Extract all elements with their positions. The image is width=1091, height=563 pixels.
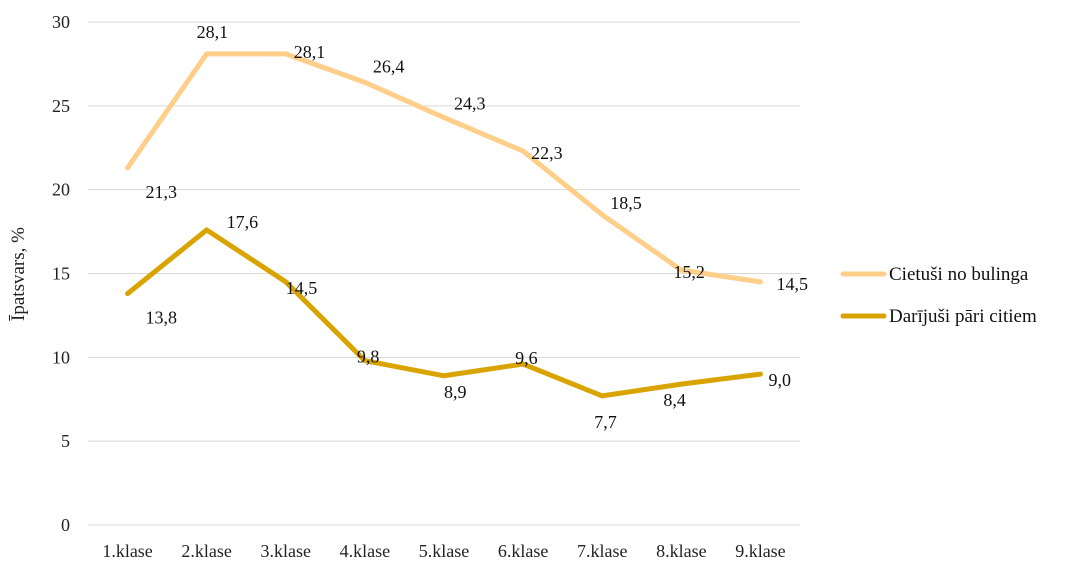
legend-label: Cietuši no bulinga	[889, 264, 1029, 285]
x-tick-label: 1.klase	[102, 541, 152, 561]
data-label: 15,2	[673, 262, 705, 282]
y-tick-label: 10	[52, 347, 70, 367]
data-label: 8,9	[444, 382, 467, 402]
data-label: 7,7	[594, 412, 617, 432]
data-label: 26,4	[373, 56, 405, 76]
data-labels: 21,3 28,1 28,1 26,4 24,3 22,3 18,5 15,2 14,5 13,8…	[146, 22, 808, 432]
data-label: 8,4	[663, 390, 686, 410]
x-tick-label: 7.klase	[577, 541, 627, 561]
data-label: 18,5	[610, 193, 642, 213]
legend-label: Darījuši pāri citiem	[889, 306, 1037, 327]
series-line-1	[125, 51, 763, 285]
y-tick-label: 30	[52, 12, 70, 32]
y-tick-label: 15	[52, 264, 70, 284]
data-label: 28,1	[197, 22, 229, 42]
gridlines	[88, 21, 800, 526]
data-label: 9,0	[768, 370, 791, 390]
x-tick-label: 3.klase	[261, 541, 311, 561]
data-label: 13,8	[146, 308, 178, 328]
data-label: 9,8	[357, 347, 380, 367]
series-line-2	[125, 227, 763, 399]
y-tick-label: 0	[61, 515, 70, 535]
series-lines	[125, 51, 763, 399]
data-label: 14,5	[776, 274, 808, 294]
x-axis-ticks: 1.klase 2.klase 3.klase 4.klase 5.klase 6.kla…	[102, 541, 785, 561]
y-tick-label: 25	[52, 96, 70, 116]
data-label: 9,6	[515, 348, 538, 368]
data-label: 22,3	[531, 143, 563, 163]
y-tick-label: 5	[61, 431, 70, 451]
x-tick-label: 9.klase	[735, 541, 785, 561]
y-axis-label: Īpatsvars, %	[8, 227, 29, 321]
data-label: 14,5	[286, 278, 318, 298]
x-tick-label: 4.klase	[340, 541, 390, 561]
legend: Cietuši no bulinga Darījuši pāri citiem	[840, 264, 1037, 327]
data-label: 24,3	[454, 94, 486, 114]
x-tick-label: 8.klase	[656, 541, 706, 561]
x-tick-label: 5.klase	[419, 541, 469, 561]
x-tick-label: 2.klase	[181, 541, 231, 561]
x-tick-label: 6.klase	[498, 541, 548, 561]
data-label: 21,3	[146, 182, 178, 202]
y-axis-ticks: 0 5 10 15 20 25 30	[52, 12, 70, 535]
data-label: 28,1	[294, 42, 326, 62]
y-tick-label: 20	[52, 180, 70, 200]
data-label: 17,6	[227, 212, 259, 232]
